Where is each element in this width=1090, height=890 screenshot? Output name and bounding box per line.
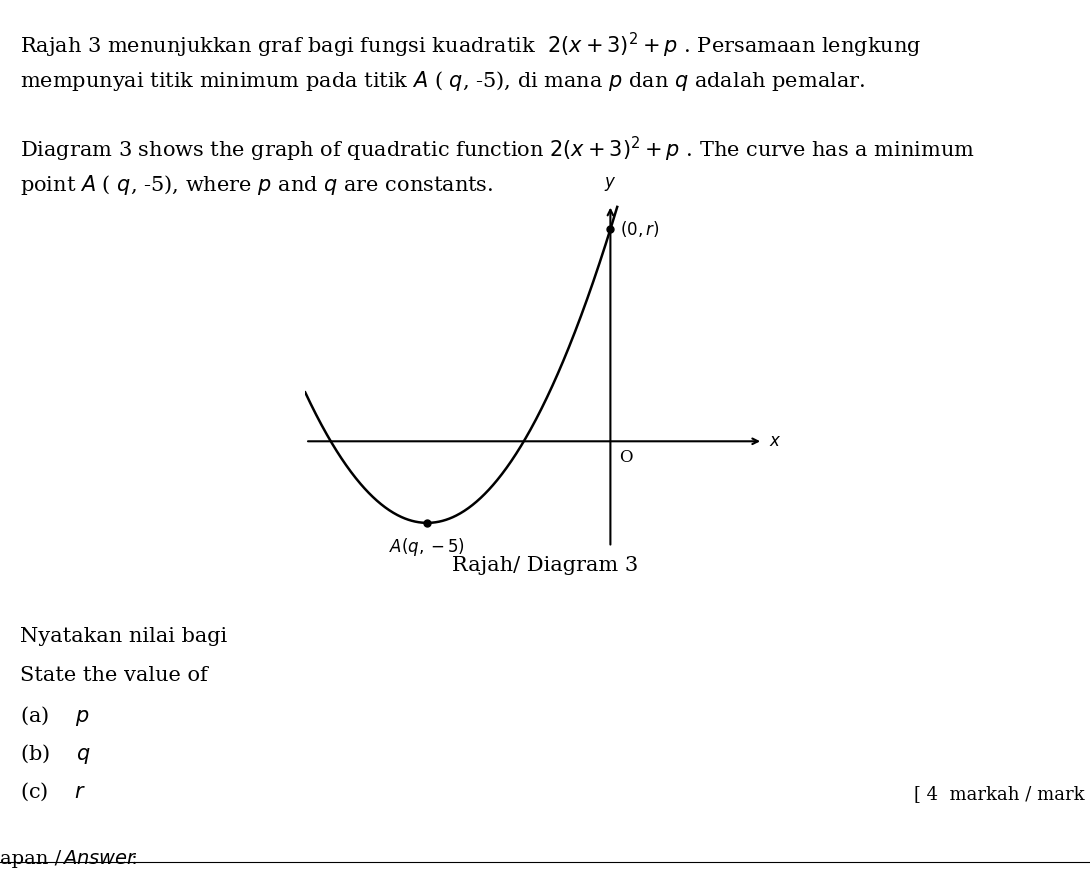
Text: $y$: $y$ (604, 175, 617, 193)
Text: apan /: apan / (0, 850, 68, 868)
Text: (c)    $r$: (c) $r$ (20, 781, 86, 803)
Text: (a)    $p$: (a) $p$ (20, 704, 89, 728)
Text: $(0,r)$: $(0,r)$ (619, 219, 659, 239)
Text: $Answer$: $Answer$ (62, 850, 138, 868)
Text: Rajah 3 menunjukkan graf bagi fungsi kuadratik  $2(x+3)^2+p$ . Persamaan lengkun: Rajah 3 menunjukkan graf bagi fungsi kua… (20, 31, 921, 61)
Text: State the value of: State the value of (20, 666, 207, 684)
Text: Diagram 3 shows the graph of quadratic function $2(x+3)^2+p$ . The curve has a m: Diagram 3 shows the graph of quadratic f… (20, 134, 974, 164)
Text: [ 4  markah / mark: [ 4 markah / mark (913, 785, 1085, 803)
Text: $x$: $x$ (770, 433, 782, 449)
Text: mempunyai titik minimum pada titik $A$ ( $q$, -5), di mana $p$ dan $q$ adalah pe: mempunyai titik minimum pada titik $A$ (… (20, 69, 865, 93)
Text: :: : (125, 850, 138, 868)
Text: Rajah/ Diagram 3: Rajah/ Diagram 3 (452, 556, 638, 575)
Text: O: O (619, 449, 633, 466)
Text: Nyatakan nilai bagi: Nyatakan nilai bagi (20, 627, 227, 646)
Text: $A(q,-5)$: $A(q,-5)$ (389, 536, 465, 558)
Text: point $A$ ( $q$, -5), where $p$ and $q$ are constants.: point $A$ ( $q$, -5), where $p$ and $q$ … (20, 173, 493, 197)
Text: (b)    $q$: (b) $q$ (20, 742, 90, 766)
